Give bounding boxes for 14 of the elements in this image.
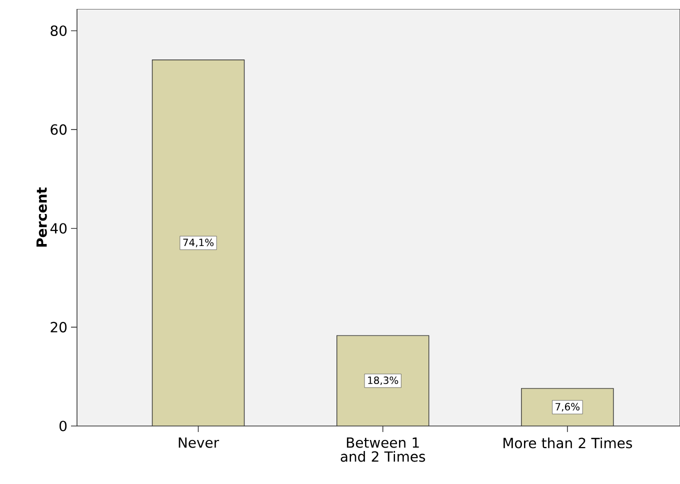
y-tick-label: 80 (50, 25, 67, 36)
y-tick-label: 40 (50, 223, 67, 234)
bar (336, 336, 429, 426)
data-label: 7,6% (556, 402, 580, 412)
y-tick-label: 60 (50, 124, 67, 135)
y-tick-label: 20 (50, 322, 67, 332)
y-axis-title: Percent (36, 187, 47, 247)
bar (152, 60, 244, 426)
data-label: 18,3% (368, 376, 398, 386)
x-tick-label: More than 2 Times (504, 438, 632, 448)
data-label: 74,1% (183, 238, 214, 248)
x-tick-label: Never (178, 438, 220, 448)
y-tick-label: 0 (60, 420, 67, 432)
x-tick-label: Between 1 and 2 Times (340, 438, 426, 462)
